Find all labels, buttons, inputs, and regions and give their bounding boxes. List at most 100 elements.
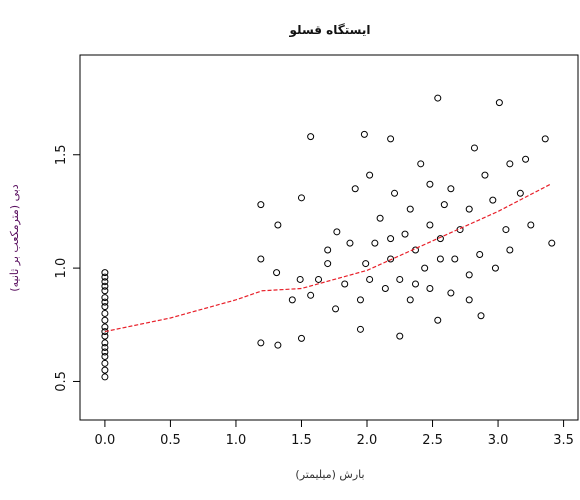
- data-point: [101, 294, 109, 302]
- data-point: [274, 221, 282, 229]
- data-point: [406, 296, 414, 304]
- data-point: [434, 316, 442, 324]
- x-tick-label: 3.0: [488, 433, 509, 448]
- x-tick-label: 1.0: [226, 433, 247, 448]
- data-point: [297, 334, 305, 342]
- data-point: [470, 144, 478, 152]
- data-point: [101, 373, 109, 381]
- data-point: [296, 275, 304, 283]
- data-point: [366, 171, 374, 179]
- data-point: [489, 196, 497, 204]
- data-point: [434, 94, 442, 102]
- data-point: [257, 339, 265, 347]
- data-point: [297, 194, 305, 202]
- data-point: [101, 339, 109, 347]
- data-point: [465, 205, 473, 213]
- data-point: [502, 226, 510, 234]
- data-point: [101, 298, 109, 306]
- data-point: [417, 160, 425, 168]
- data-point: [362, 260, 370, 268]
- data-point: [421, 264, 429, 272]
- data-point: [333, 228, 341, 236]
- data-point: [101, 269, 109, 277]
- data-point: [491, 264, 499, 272]
- data-point: [101, 343, 109, 351]
- data-point: [257, 201, 265, 209]
- data-point: [481, 171, 489, 179]
- x-tick-label: 1.5: [291, 433, 312, 448]
- x-tick-label: 2.5: [422, 433, 443, 448]
- x-tick-label: 0.5: [160, 433, 181, 448]
- data-point: [366, 275, 374, 283]
- data-point: [324, 260, 332, 268]
- chart-title: ایستگاه قسلو: [289, 23, 371, 38]
- data-point: [274, 341, 282, 349]
- data-point: [522, 155, 530, 163]
- data-point: [324, 246, 332, 254]
- y-axis-label: دبی (مترمکعب بر ثانیه): [8, 184, 21, 291]
- data-point: [346, 239, 354, 247]
- data-point: [101, 348, 109, 356]
- data-point: [360, 130, 368, 138]
- data-point: [101, 353, 109, 361]
- data-point: [307, 291, 315, 299]
- data-point: [477, 312, 485, 320]
- data-point: [548, 239, 556, 247]
- data-point: [426, 221, 434, 229]
- data-point: [396, 275, 404, 283]
- data-point: [307, 133, 315, 141]
- data-point: [426, 180, 434, 188]
- data-point: [351, 185, 359, 193]
- data-point: [101, 366, 109, 374]
- y-tick-label: 1.0: [54, 258, 69, 279]
- x-tick-label: 3.5: [553, 433, 574, 448]
- data-point: [465, 296, 473, 304]
- data-point: [495, 99, 503, 107]
- data-point: [315, 275, 323, 283]
- x-axis-label: بارش (میلیمتر): [295, 468, 364, 481]
- y-tick-label: 0.5: [54, 371, 69, 392]
- x-tick-label: 2.0: [357, 433, 378, 448]
- data-point: [101, 282, 109, 290]
- data-point: [436, 235, 444, 243]
- data-point: [447, 185, 455, 193]
- data-point: [387, 235, 395, 243]
- data-point: [341, 280, 349, 288]
- data-point: [527, 221, 535, 229]
- data-point: [332, 305, 340, 313]
- data-point: [101, 273, 109, 281]
- plot-frame: [79, 54, 579, 421]
- data-point: [506, 246, 514, 254]
- data-point: [356, 296, 364, 304]
- data-point: [391, 189, 399, 197]
- data-point: [376, 214, 384, 222]
- data-point: [426, 285, 434, 293]
- data-point: [387, 255, 395, 263]
- data-point: [101, 287, 109, 295]
- x-tick-label: 0.0: [95, 433, 116, 448]
- data-point: [356, 325, 364, 333]
- data-point: [447, 289, 455, 297]
- data-point: [101, 278, 109, 286]
- data-point: [516, 189, 524, 197]
- data-point: [541, 135, 549, 143]
- data-point: [387, 135, 395, 143]
- data-point: [465, 271, 473, 279]
- data-point: [476, 251, 484, 259]
- data-point: [101, 332, 109, 340]
- data-point: [396, 332, 404, 340]
- data-point: [273, 269, 281, 277]
- data-point: [101, 303, 109, 311]
- data-point: [101, 328, 109, 336]
- data-point: [381, 285, 389, 293]
- data-point: [101, 359, 109, 367]
- data-point: [101, 323, 109, 331]
- data-point: [440, 201, 448, 209]
- data-point: [506, 160, 514, 168]
- data-point: [436, 255, 444, 263]
- data-point: [371, 239, 379, 247]
- data-point: [288, 296, 296, 304]
- data-point: [101, 316, 109, 324]
